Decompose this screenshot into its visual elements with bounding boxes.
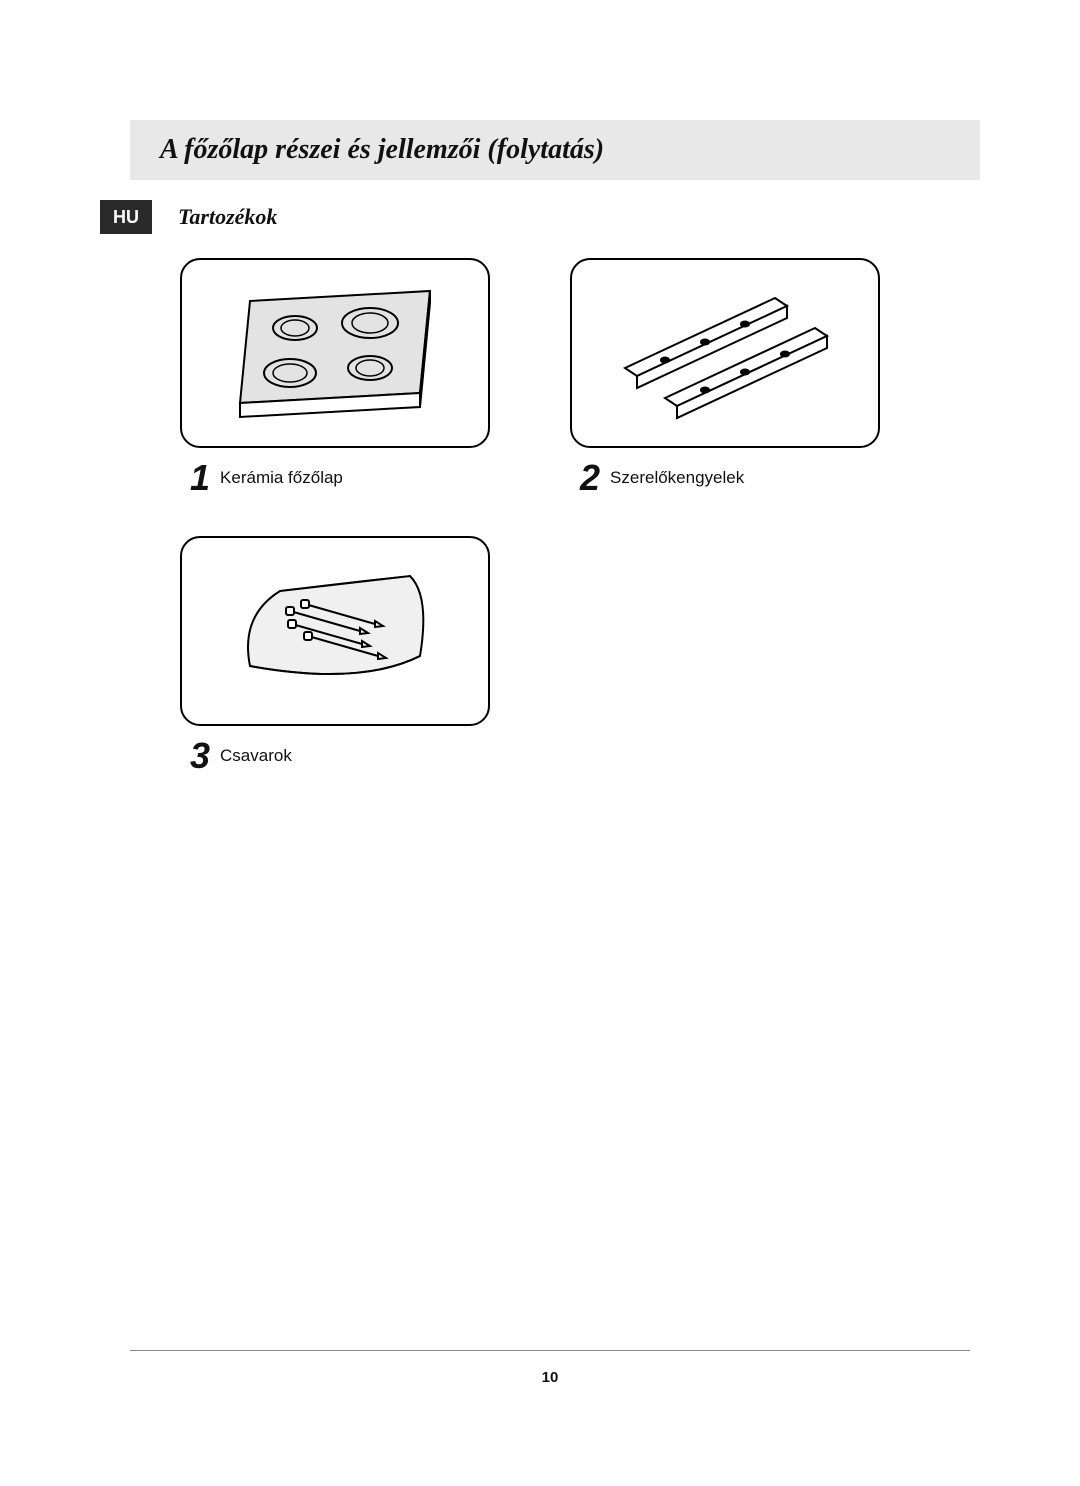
language-badge-text: HU [113, 207, 139, 228]
accessory-item: 3 Csavarok [180, 536, 490, 774]
language-badge: HU [100, 200, 152, 234]
accessory-illustration-box [180, 258, 490, 448]
subtitle-row: HU Tartozékok [100, 200, 980, 234]
ceramic-hob-icon [210, 273, 460, 433]
accessory-illustration-box [570, 258, 880, 448]
screws-bag-icon [220, 556, 450, 706]
accessory-number: 1 [190, 460, 210, 496]
accessory-label-row: 2 Szerelőkengyelek [570, 460, 880, 496]
accessory-item: 2 Szerelőkengyelek [570, 258, 880, 496]
accessory-illustration-box [180, 536, 490, 726]
page-footer: 10 [130, 1350, 970, 1386]
accessory-number: 2 [580, 460, 600, 496]
page-number: 10 [542, 1369, 559, 1386]
accessory-item: 1 Kerámia főzőlap [180, 258, 490, 496]
accessory-caption: Szerelőkengyelek [610, 468, 744, 488]
accessories-grid: 1 Kerámia főzőlap [180, 258, 980, 774]
section-title: A főzőlap részei és jellemzői (folytatás… [160, 134, 604, 165]
accessory-caption: Kerámia főzőlap [220, 468, 343, 488]
accessory-label-row: 3 Csavarok [180, 738, 490, 774]
subtitle: Tartozékok [178, 204, 277, 230]
page: A főzőlap részei és jellemzői (folytatás… [0, 0, 1080, 1486]
section-title-bar: A főzőlap részei és jellemzői (folytatás… [130, 120, 980, 180]
accessory-label-row: 1 Kerámia főzőlap [180, 460, 490, 496]
mounting-brackets-icon [595, 278, 855, 428]
accessory-caption: Csavarok [220, 746, 292, 766]
accessory-number: 3 [190, 738, 210, 774]
